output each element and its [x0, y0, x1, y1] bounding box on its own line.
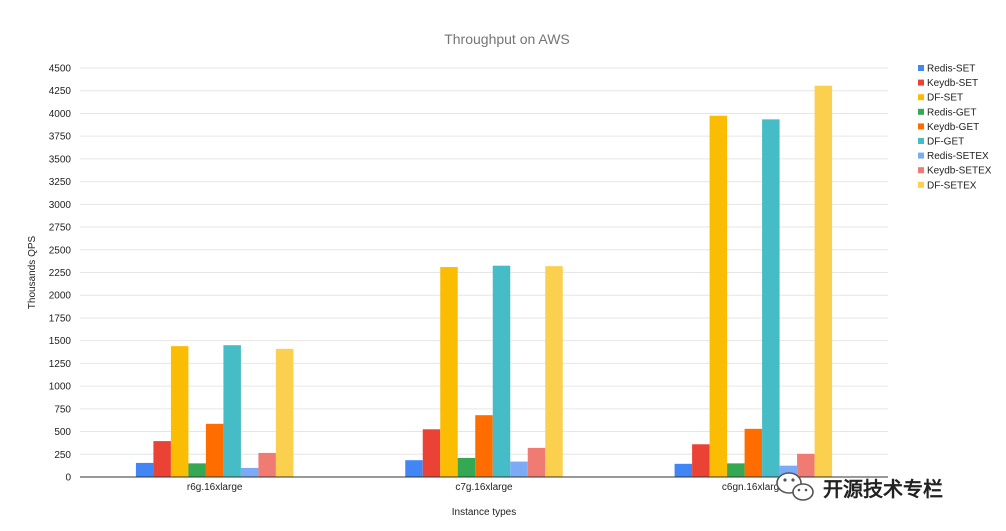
bar-df-get-0	[223, 345, 241, 477]
bar-df-get-2	[762, 119, 780, 477]
y-tick-label: 3000	[49, 200, 72, 211]
bar-df-setex-0	[275, 348, 294, 477]
y-tick-label: 4250	[49, 86, 72, 97]
legend-label: Keydb-GET	[927, 122, 979, 133]
y-tick-label: 500	[54, 427, 71, 438]
bar-redis-set-2	[674, 463, 693, 477]
legend-swatch	[918, 108, 924, 115]
y-axis-label: Thousands QPS	[27, 235, 38, 309]
y-tick-label: 4000	[49, 109, 72, 120]
legend-swatch	[918, 79, 924, 86]
legend-label: DF-SET	[927, 93, 963, 104]
watermark: 开源技术专栏	[776, 472, 943, 501]
bar-redis-set-0	[135, 462, 154, 477]
y-tick-label: 2500	[49, 245, 72, 256]
chart-title: Throughput on AWS	[444, 31, 570, 47]
legend-swatch	[918, 152, 924, 159]
y-tick-label: 2250	[49, 268, 72, 279]
bars	[135, 85, 833, 478]
bar-redis-get-1	[457, 457, 476, 477]
x-axis-ticks: r6g.16xlarge c7g.16xlarge c6gn.16xlarge	[187, 482, 785, 493]
bar-keydb-set-0	[153, 441, 171, 477]
bar-keydb-get-1	[475, 415, 493, 477]
bar-df-set-2	[709, 115, 728, 477]
bar-redis-setex-0	[240, 467, 259, 477]
legend-swatch	[918, 138, 924, 144]
bar-redis-get-0	[188, 463, 206, 477]
legend-label: DF-GET	[927, 137, 964, 148]
x-tick-label: c6gn.16xlarge	[722, 482, 785, 493]
legend-swatch	[918, 65, 924, 71]
bar-keydb-set-1	[422, 429, 441, 477]
bar-keydb-get-2	[744, 428, 763, 477]
legend-label: Keydb-SETEX	[927, 166, 992, 177]
x-tick-label: c7g.16xlarge	[455, 482, 513, 493]
bar-redis-set-1	[405, 460, 423, 477]
bar-df-set-1	[440, 267, 458, 477]
bar-redis-get-2	[727, 463, 745, 477]
y-tick-label: 1750	[49, 313, 72, 324]
legend-swatch	[918, 94, 924, 101]
y-tick-label: 1250	[49, 359, 72, 370]
x-axis-label: Instance types	[452, 507, 516, 518]
legend-swatch	[918, 181, 924, 188]
bar-keydb-setex-2	[797, 453, 815, 477]
bar-redis-setex-2	[779, 465, 798, 477]
legend-swatch	[918, 123, 924, 130]
y-tick-label: 3500	[49, 154, 72, 165]
legend-swatch	[918, 167, 924, 174]
bar-keydb-setex-1	[527, 447, 546, 477]
y-tick-label: 2750	[49, 223, 72, 234]
bar-redis-setex-1	[510, 461, 528, 477]
bar-df-set-0	[170, 346, 189, 477]
y-tick-label: 3750	[49, 132, 72, 143]
legend: Redis-SET Keydb-SET DF-SET Redis-GET Keydb-G…	[918, 64, 992, 191]
legend-label: Redis-SET	[927, 64, 975, 75]
y-tick-label: 1500	[49, 336, 72, 347]
bar-keydb-setex-0	[258, 452, 276, 477]
legend-label: Redis-GET	[927, 107, 976, 118]
legend-label: DF-SETEX	[927, 180, 977, 191]
bar-df-setex-1	[545, 266, 563, 477]
y-tick-label: 250	[54, 450, 71, 461]
wechat-icon	[776, 472, 814, 501]
watermark-text: 开源技术专栏	[823, 477, 943, 501]
bar-keydb-get-0	[205, 423, 224, 477]
y-tick-label: 750	[54, 404, 71, 415]
grid-lines	[80, 67, 888, 455]
y-axis-ticks: 0 250 500 750 1000 1250 1500 1750 2000 2250 2500 27…	[49, 64, 72, 484]
bar-df-setex-2	[814, 85, 833, 478]
y-tick-label: 1000	[49, 382, 72, 393]
bar-df-get-1	[492, 265, 511, 477]
y-tick-label: 2000	[49, 291, 72, 302]
bar-keydb-set-2	[692, 444, 710, 477]
y-tick-label: 4500	[49, 64, 72, 75]
x-tick-label: r6g.16xlarge	[187, 482, 243, 493]
y-tick-label: 0	[65, 473, 71, 484]
legend-label: Keydb-SET	[927, 78, 978, 89]
y-tick-label: 3250	[49, 177, 72, 188]
legend-label: Redis-SETEX	[927, 151, 989, 162]
